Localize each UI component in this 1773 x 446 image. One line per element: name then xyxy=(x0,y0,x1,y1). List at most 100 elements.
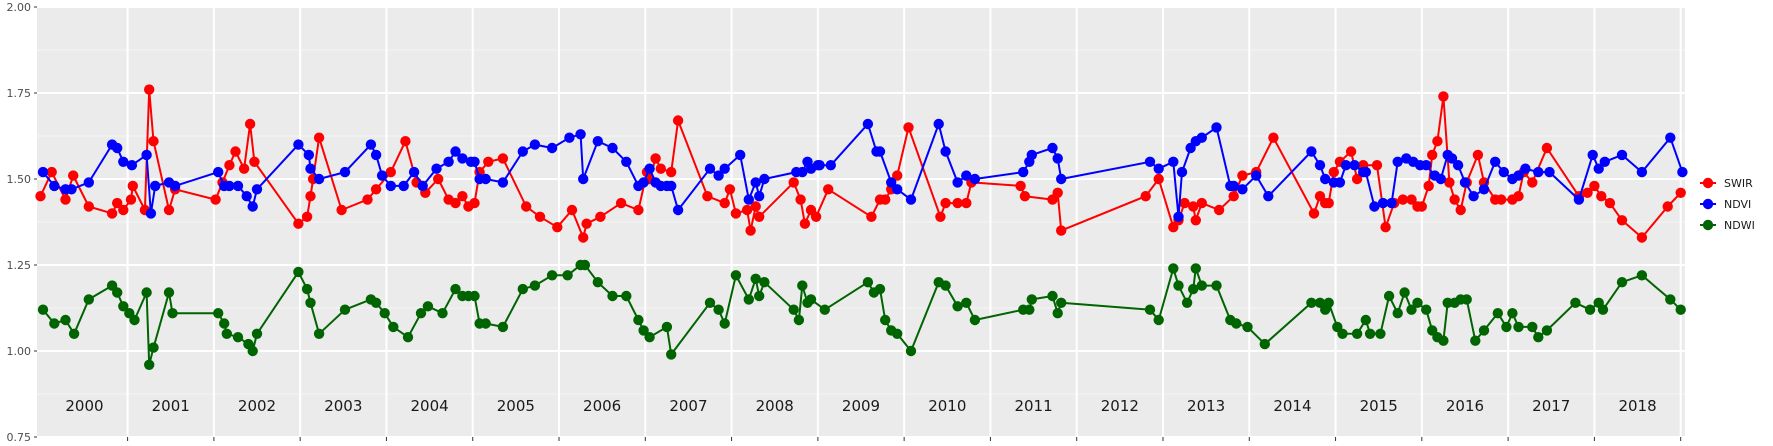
data-point xyxy=(1306,297,1317,308)
data-point xyxy=(754,211,765,222)
data-point xyxy=(480,173,491,185)
data-point xyxy=(379,308,390,319)
data-point xyxy=(497,321,509,333)
data-point xyxy=(552,222,563,233)
data-point xyxy=(150,180,161,192)
data-point xyxy=(1345,146,1357,157)
data-point xyxy=(825,160,836,171)
data-point xyxy=(1052,153,1063,164)
data-point xyxy=(644,163,655,174)
data-point xyxy=(1349,160,1360,171)
data-point xyxy=(759,277,770,288)
data-point xyxy=(862,118,874,130)
data-point xyxy=(719,197,730,209)
data-point xyxy=(1308,208,1320,219)
data-point xyxy=(1423,180,1434,192)
legend-label: NDWI xyxy=(1724,219,1755,232)
series-ndvi xyxy=(37,118,1688,222)
data-point xyxy=(745,225,756,236)
data-point xyxy=(799,218,811,229)
data-point xyxy=(795,194,806,205)
year-label: 2017 xyxy=(1532,397,1570,415)
data-point xyxy=(759,173,770,185)
legend-label: NDVI xyxy=(1724,198,1751,211)
data-point xyxy=(595,211,606,222)
data-point xyxy=(1213,204,1225,216)
data-point xyxy=(385,180,396,192)
data-point xyxy=(213,166,224,178)
year-label: 2004 xyxy=(410,397,448,415)
data-point xyxy=(1211,280,1222,291)
data-point xyxy=(1181,297,1193,308)
data-point xyxy=(37,304,49,315)
data-point xyxy=(892,184,903,195)
year-label: 2000 xyxy=(65,397,103,415)
data-point xyxy=(1018,166,1029,178)
data-point xyxy=(415,308,427,319)
data-point xyxy=(1472,149,1484,161)
data-point xyxy=(743,294,754,305)
data-point xyxy=(874,283,886,295)
data-point xyxy=(672,204,684,216)
data-point xyxy=(339,166,351,178)
data-point xyxy=(1360,166,1372,178)
year-label: 2015 xyxy=(1360,397,1398,415)
data-point xyxy=(969,173,981,185)
data-point xyxy=(1351,328,1363,339)
y-tick-label: 1.50 xyxy=(7,173,32,186)
data-point xyxy=(1371,160,1383,171)
data-point xyxy=(655,163,666,174)
series-group xyxy=(35,84,1688,370)
data-point xyxy=(546,142,558,154)
data-point xyxy=(1490,156,1501,167)
y-tick-label: 1.75 xyxy=(7,87,32,100)
y-tick-label: 1.00 xyxy=(7,345,32,358)
data-point xyxy=(1582,187,1593,198)
data-point xyxy=(592,277,603,288)
data-point xyxy=(365,139,377,150)
data-point xyxy=(1427,149,1438,161)
data-point xyxy=(1533,332,1544,343)
data-point xyxy=(247,345,258,357)
data-point xyxy=(1461,294,1472,305)
data-point xyxy=(1392,156,1403,167)
data-point xyxy=(562,270,573,281)
data-point xyxy=(1251,170,1262,181)
data-point xyxy=(892,170,903,181)
data-point xyxy=(433,173,444,185)
data-point xyxy=(1024,304,1035,315)
data-point xyxy=(1675,304,1686,315)
data-point xyxy=(886,177,897,188)
data-point xyxy=(1478,325,1490,336)
data-point xyxy=(1444,177,1455,188)
data-point xyxy=(750,201,761,212)
data-point xyxy=(1507,308,1518,319)
data-point xyxy=(60,194,71,205)
data-point xyxy=(1587,149,1598,161)
data-point xyxy=(370,297,382,308)
data-point xyxy=(940,146,951,157)
axes: 0.75 1.00 1.25 1.50 1.75 2.00 xyxy=(7,1,1682,444)
data-point xyxy=(362,194,373,205)
data-point xyxy=(293,266,304,278)
data-point xyxy=(1438,91,1449,102)
data-point xyxy=(702,191,713,202)
data-point xyxy=(797,166,808,178)
data-point xyxy=(638,325,649,336)
data-point xyxy=(83,294,95,305)
data-point xyxy=(1421,160,1432,171)
data-point xyxy=(666,166,677,178)
data-point xyxy=(469,197,480,209)
data-point xyxy=(1604,197,1616,209)
data-point xyxy=(1392,308,1403,319)
data-point xyxy=(797,280,808,291)
data-point xyxy=(1231,318,1242,329)
data-point xyxy=(1570,297,1581,308)
data-point xyxy=(1047,142,1058,154)
data-point xyxy=(713,170,724,181)
data-point xyxy=(952,301,963,312)
data-point xyxy=(719,318,730,329)
data-point xyxy=(437,308,448,319)
year-label: 2008 xyxy=(756,397,794,415)
